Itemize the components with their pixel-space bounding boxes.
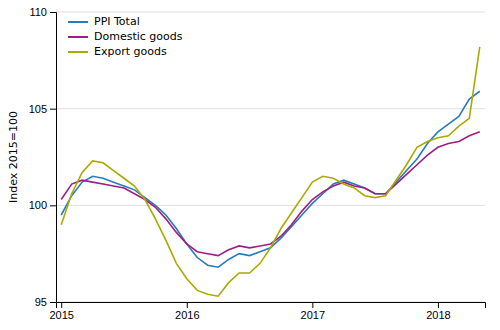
y-axis-title: Index 2015=100 [7,111,20,203]
y-tick: 105 [29,103,56,115]
x-tick: 2017 [301,302,325,321]
chart: 2015 2016 2017 2018 95 100 105 110 PPI Total Dome… [0,0,500,330]
y-tick-mark [50,302,56,303]
y-tick-mark [50,109,56,110]
x-tick-mark [312,302,313,308]
y-tick-label: 100 [29,199,47,211]
y-tick-label: 110 [29,6,47,18]
y-tick-mark [50,12,56,13]
lines [61,47,480,296]
x-tick-label: 2016 [175,309,199,321]
legend-label: Domestic goods [94,30,183,43]
axis-domain [57,303,486,309]
x-tick: 2016 [175,302,199,321]
series-line [61,132,480,256]
y-tick-mark [50,205,56,206]
legend-swatch [68,51,88,53]
x-tick-mark [187,302,188,308]
x-tick-label: 2018 [426,309,450,321]
grid-line [56,108,485,109]
x-axis: 2015 2016 2017 2018 [49,302,485,321]
legend-item: Export goods [68,45,167,58]
x-tick-label: 2015 [49,309,73,321]
x-tick-label: 2017 [301,309,325,321]
y-tick: 95 [35,296,56,308]
x-tick: 2018 [426,302,450,321]
y-tick-label: 95 [35,296,47,308]
grid [56,12,485,302]
legend-swatch [68,21,88,23]
grid-line [56,12,485,13]
grid-line [56,205,485,206]
x-tick: 2015 [49,302,73,321]
plot: 2015 2016 2017 2018 95 100 105 110 PPI Total Dome… [29,6,486,321]
y-axis: 95 100 105 110 [29,6,57,308]
legend-item: Domestic goods [68,30,183,43]
series-line [61,47,480,296]
y-tick: 110 [29,6,56,18]
axis-domain [50,13,57,303]
legend-label: PPI Total [94,15,140,28]
legend-swatch [68,36,88,38]
legend: PPI Total Domestic goods Export goods [68,15,183,58]
x-tick-mark [438,302,439,308]
y-tick: 100 [29,199,56,211]
y-tick-label: 105 [29,103,47,115]
x-tick-mark [61,302,62,308]
legend-item: PPI Total [68,15,140,28]
legend-label: Export goods [94,45,167,58]
